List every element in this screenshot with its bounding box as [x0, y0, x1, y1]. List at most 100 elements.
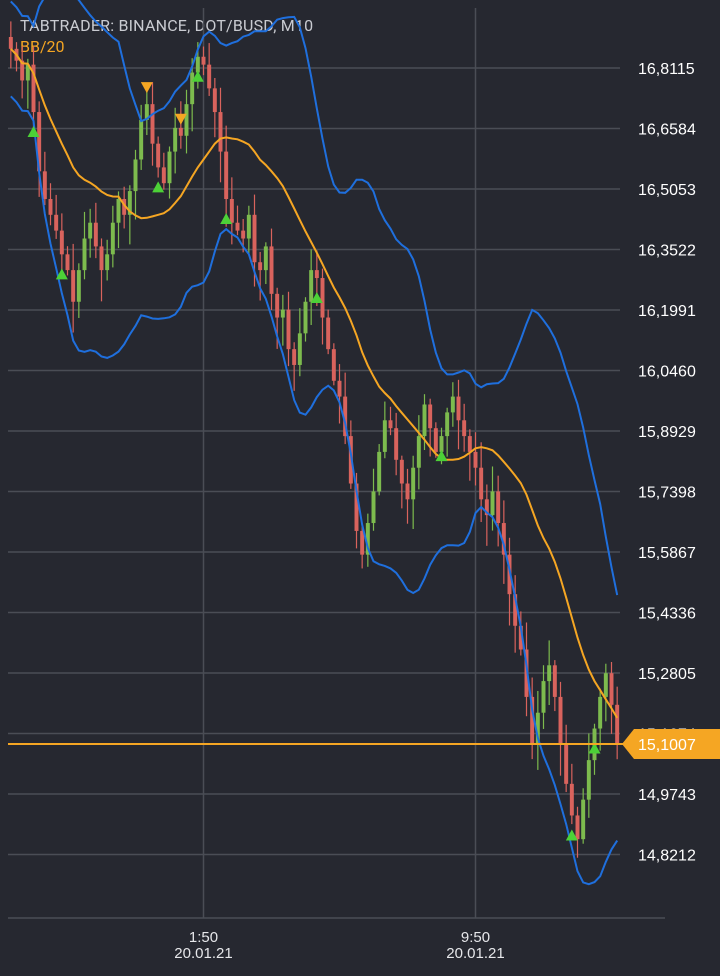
candle-body	[496, 491, 501, 524]
buy-signal-icon	[310, 292, 323, 304]
candle-body	[48, 198, 53, 215]
candle-body	[280, 309, 285, 318]
candle-body	[258, 262, 263, 271]
candle-body	[37, 112, 42, 172]
candle-body	[309, 270, 314, 302]
candle-body	[105, 254, 110, 271]
bb-lower-line	[10, 95, 619, 886]
y-tick-label: 16,5053	[638, 182, 696, 199]
candle-body	[207, 64, 212, 89]
candle-body	[269, 246, 274, 294]
y-tick-label: 16,0460	[638, 364, 696, 381]
y-tick-label: 16,3522	[638, 243, 696, 260]
x-tick-date: 20.01.21	[174, 945, 232, 962]
buy-signal-icon	[191, 70, 204, 82]
sell-signal-icon	[140, 82, 153, 94]
candle-body	[93, 222, 98, 247]
x-tick-time: 9:50	[461, 929, 490, 946]
candle-body	[450, 396, 455, 413]
candle-body	[139, 119, 144, 160]
candle-body	[394, 428, 399, 460]
candle-body	[411, 467, 416, 500]
candle-body	[473, 451, 478, 468]
candle-body	[110, 222, 115, 255]
candle-body	[235, 222, 240, 231]
current-price-label: 15,1007	[638, 737, 696, 754]
candle-body	[564, 744, 569, 784]
candle-body	[416, 436, 421, 468]
candle-body	[586, 760, 591, 800]
candle-body	[25, 64, 30, 81]
candle-body	[462, 420, 467, 437]
candle-body	[190, 72, 195, 105]
candle-body	[479, 467, 484, 500]
candle-body	[541, 681, 546, 713]
candle-body	[150, 104, 155, 144]
candle-body	[127, 191, 132, 215]
candle-body	[547, 665, 552, 682]
candle-body	[377, 451, 382, 492]
buy-signal-icon	[27, 126, 40, 138]
candle-body	[224, 151, 229, 199]
candle-body	[54, 214, 59, 231]
y-tick-label: 14,9743	[638, 787, 696, 804]
candle-body	[331, 349, 336, 381]
candle-body	[382, 420, 387, 452]
candle-body	[178, 127, 183, 136]
candle-body	[445, 412, 450, 437]
candle-body	[569, 783, 574, 816]
candle-body	[20, 60, 25, 81]
candle-body	[518, 625, 523, 650]
candle-body	[558, 696, 563, 745]
y-tick-label: 16,6584	[638, 122, 696, 139]
candle-body	[603, 673, 608, 697]
candle-body	[212, 88, 217, 113]
candle-body	[467, 436, 472, 452]
sell-signal-icon	[174, 113, 187, 125]
candle-body	[59, 230, 64, 255]
candle-body	[456, 396, 461, 421]
candle-body	[229, 198, 234, 223]
candle-body	[399, 459, 404, 484]
candle-body	[161, 167, 166, 184]
chart-header: TABTRADER: BINANCE, DOT/BUSD, M10 BB/20	[20, 16, 313, 56]
candle-body	[360, 530, 365, 555]
candle-body	[82, 238, 87, 271]
candle-body	[218, 112, 223, 152]
candle-body	[8, 36, 13, 49]
candle-body	[484, 499, 489, 516]
candle-body	[88, 222, 93, 239]
candle-body	[71, 270, 76, 302]
candle-body	[167, 151, 172, 184]
y-tick-label: 15,2805	[638, 666, 696, 683]
buy-signal-icon	[565, 829, 578, 841]
indicator-label[interactable]: BB/20	[20, 37, 65, 56]
candle-body	[241, 230, 246, 239]
candle-body	[42, 171, 47, 199]
candle-body	[320, 278, 325, 318]
candle-body	[122, 198, 127, 215]
x-tick-time: 1:50	[189, 929, 218, 946]
candle-body	[201, 56, 206, 65]
candle-body	[422, 404, 427, 437]
candle-body	[513, 594, 518, 626]
candle-body	[314, 270, 319, 279]
candle-body	[530, 696, 535, 745]
bb-upper-line	[10, 0, 619, 596]
candle-body	[501, 523, 506, 555]
buy-signal-icon	[588, 742, 601, 754]
candle-body	[490, 491, 495, 516]
candle-body	[388, 420, 393, 429]
candle-body	[31, 64, 36, 113]
candle-body	[195, 56, 200, 73]
candle-body	[252, 214, 257, 263]
candle-body	[365, 523, 370, 555]
candle-body	[184, 104, 189, 136]
candle-body	[286, 309, 291, 350]
candle-body	[428, 404, 433, 429]
candle-body	[535, 712, 540, 745]
candle-body	[337, 380, 342, 397]
candle-body	[76, 270, 81, 302]
y-tick-label: 15,8929	[638, 424, 696, 441]
